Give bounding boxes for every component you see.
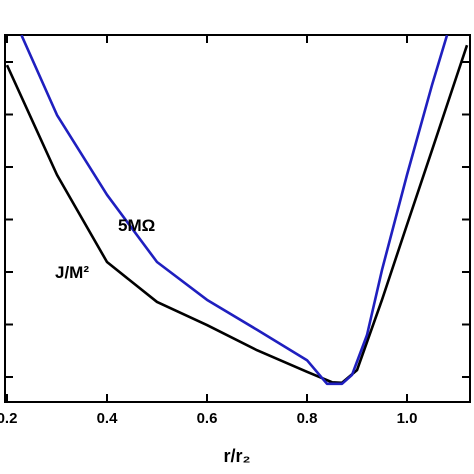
x-axis-label: r/r₂	[223, 446, 250, 466]
x-tick-label: 0.6	[197, 410, 218, 427]
plot-area	[5, 35, 469, 386]
series-line	[5, 44, 469, 385]
curve-label: J/M²	[55, 263, 89, 282]
x-tick-label: 1.0	[397, 410, 418, 427]
x-tick-label: 0.2	[0, 410, 17, 427]
series-line	[20, 35, 449, 386]
curve-label: 5MΩ	[118, 216, 155, 235]
plot-frame	[4, 34, 471, 403]
x-tick-label: 0.4	[97, 410, 119, 427]
x-tick-label: 0.8	[297, 410, 318, 427]
